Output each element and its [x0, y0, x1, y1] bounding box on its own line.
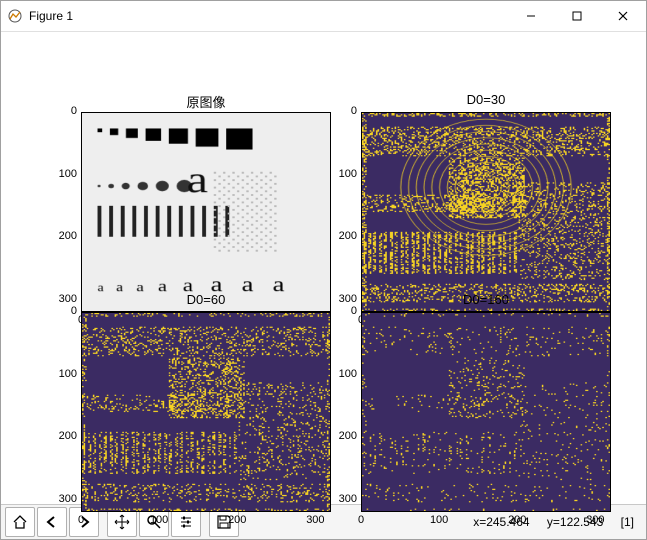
- plot-image: [82, 113, 330, 311]
- ytick: 0: [47, 305, 77, 317]
- window-title: Figure 1: [29, 9, 73, 23]
- status-extra: [1]: [621, 515, 634, 529]
- ytick: 300: [327, 493, 357, 505]
- axes[interactable]: [81, 112, 331, 312]
- subplot-title: D0=60: [81, 292, 331, 307]
- titlebar[interactable]: Figure 1: [1, 1, 646, 32]
- configure-icon: [178, 514, 194, 530]
- plot-image: [82, 313, 330, 511]
- figure-canvas[interactable]: 原图像01002003000100200300D0=30010020030001…: [1, 32, 646, 504]
- ytick: 0: [327, 105, 357, 117]
- ytick: 0: [47, 105, 77, 117]
- ytick: 300: [47, 493, 77, 505]
- minimize-button[interactable]: [508, 1, 554, 31]
- plot-image: [362, 313, 610, 511]
- figure-window: Figure 1 原图像01002003000100200300D0=30010…: [0, 0, 647, 540]
- axes[interactable]: [81, 312, 331, 512]
- app-icon: [7, 8, 23, 24]
- xtick: 0: [69, 514, 93, 526]
- ytick: 300: [327, 293, 357, 305]
- xtick: 300: [583, 514, 607, 526]
- ytick: 0: [327, 305, 357, 317]
- subplot-title: D0=160: [361, 292, 611, 307]
- ytick: 200: [327, 230, 357, 242]
- ytick: 200: [327, 430, 357, 442]
- subplot-title: D0=30: [361, 92, 611, 107]
- subplot-1: D0=3001002003000100200300: [361, 112, 611, 312]
- subplot-0: 原图像01002003000100200300: [81, 112, 331, 312]
- ytick: 200: [47, 430, 77, 442]
- home-button[interactable]: [5, 507, 35, 537]
- ytick: 100: [327, 368, 357, 380]
- close-button[interactable]: [600, 1, 646, 31]
- back-button[interactable]: [37, 507, 67, 537]
- cursor-status: x=245.464 y=122.543 [1]: [459, 515, 642, 529]
- ytick: 300: [47, 293, 77, 305]
- back-icon: [44, 514, 60, 530]
- pan-icon: [114, 514, 130, 530]
- xtick: 0: [349, 514, 373, 526]
- xtick: 100: [427, 514, 451, 526]
- subplot-title: 原图像: [81, 92, 331, 111]
- maximize-button[interactable]: [554, 1, 600, 31]
- subplot-2: D0=6001002003000100200300: [81, 312, 331, 512]
- home-icon: [12, 514, 28, 530]
- xtick: 200: [225, 514, 249, 526]
- xtick: 100: [147, 514, 171, 526]
- ytick: 100: [327, 168, 357, 180]
- plot-image: [362, 113, 610, 311]
- xtick: 200: [505, 514, 529, 526]
- ytick: 200: [47, 230, 77, 242]
- ytick: 100: [47, 168, 77, 180]
- xtick: 300: [303, 514, 327, 526]
- ytick: 100: [47, 368, 77, 380]
- axes[interactable]: [361, 312, 611, 512]
- axes[interactable]: [361, 112, 611, 312]
- subplot-3: D0=16001002003000100200300: [361, 312, 611, 512]
